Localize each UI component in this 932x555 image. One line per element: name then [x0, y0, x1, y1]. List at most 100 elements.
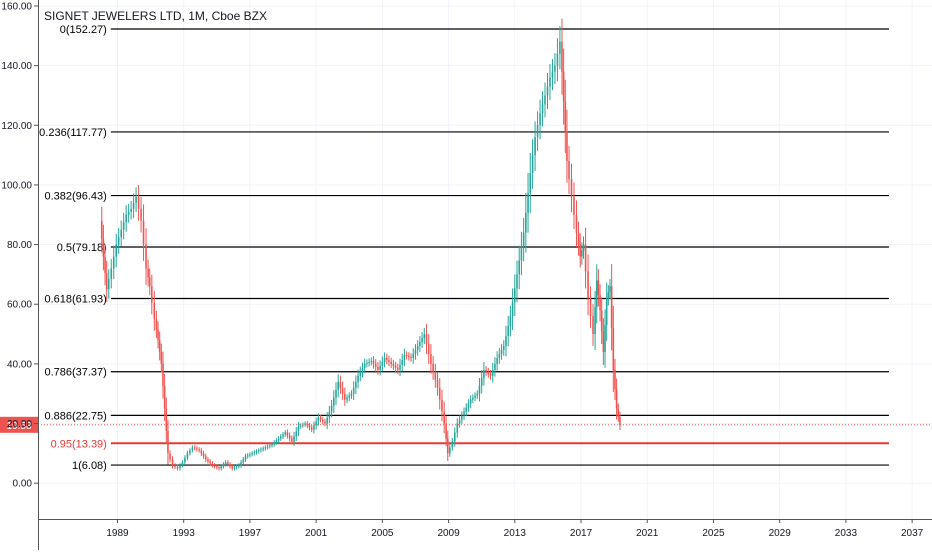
price-body — [383, 357, 386, 362]
price-body — [231, 466, 234, 469]
price-body — [251, 453, 253, 455]
price-body — [157, 329, 159, 341]
price-body — [332, 397, 335, 406]
price-body — [520, 246, 523, 261]
price-body — [465, 407, 468, 412]
price-body — [107, 278, 110, 290]
price-body — [352, 387, 355, 394]
price-body — [100, 220, 103, 239]
price-body — [434, 371, 437, 380]
price-body — [579, 244, 581, 257]
price-body — [609, 286, 611, 293]
price-body — [328, 411, 331, 418]
price-body — [350, 393, 353, 396]
price-body — [295, 431, 298, 437]
price-series — [100, 18, 621, 471]
price-body — [556, 53, 559, 66]
price-body — [315, 421, 317, 426]
price-body — [615, 389, 618, 409]
price-body — [280, 436, 282, 439]
price-body — [155, 319, 158, 330]
price-body — [153, 302, 156, 320]
price-body — [169, 453, 171, 460]
price-body — [308, 425, 311, 428]
price-body — [200, 450, 203, 454]
x-tick-label: 1989 — [106, 528, 129, 539]
price-body — [125, 214, 127, 223]
price-body — [570, 178, 573, 197]
price-body — [207, 459, 209, 462]
price-body — [366, 362, 368, 364]
price-body — [240, 462, 242, 466]
price-body — [449, 447, 451, 454]
price-body — [361, 367, 364, 372]
price-body — [500, 349, 503, 354]
price-body — [478, 385, 481, 394]
price-body — [209, 461, 211, 464]
price-body — [368, 361, 370, 363]
last-price-label: 19.58 — [6, 421, 31, 432]
price-body — [304, 423, 306, 425]
price-body — [117, 237, 120, 245]
price-body — [324, 421, 326, 424]
price-body — [313, 425, 315, 430]
price-body — [441, 399, 443, 412]
price-body — [233, 467, 236, 469]
price-body — [472, 397, 474, 400]
price-body — [487, 371, 490, 374]
fib-retracement[interactable]: 0(152.27) 0.236(117.77) 0.382(96.43) 0.5(79… — [39, 24, 889, 472]
price-body — [451, 441, 454, 448]
price-body — [140, 208, 142, 221]
price-body — [339, 381, 342, 388]
x-tick-label: 2033 — [835, 528, 858, 539]
y-tick-label: 0.00 — [13, 479, 33, 490]
price-body — [427, 344, 430, 354]
price-body — [204, 456, 207, 460]
last-price-badge — [0, 416, 38, 433]
fib-level-label: 0.618(61.93) — [44, 293, 106, 305]
price-body — [489, 373, 492, 376]
price-body — [148, 277, 151, 287]
price-body — [273, 442, 275, 445]
price-body — [525, 212, 527, 233]
price-body — [607, 292, 610, 299]
price-body — [271, 444, 273, 446]
price-body — [348, 395, 351, 398]
price-body — [257, 450, 260, 452]
price-body — [589, 298, 592, 317]
price-body — [421, 338, 423, 343]
y-tick-label: 40.00 — [7, 359, 32, 370]
fib-level-label: 0.382(96.43) — [44, 191, 106, 203]
price-body — [255, 451, 258, 453]
price-body — [213, 465, 216, 467]
price-body — [216, 466, 218, 468]
x-tick-label: 2009 — [437, 528, 460, 539]
price-body — [186, 453, 189, 458]
price-body — [491, 369, 494, 376]
price-body — [505, 336, 507, 346]
price-body — [346, 397, 348, 400]
price-body — [224, 462, 227, 465]
price-body — [474, 395, 476, 398]
x-tick-label: 1993 — [173, 528, 196, 539]
price-body — [222, 464, 225, 467]
fib-level-label: 0.786(37.37) — [44, 367, 106, 379]
price-body — [573, 196, 575, 215]
price-body — [306, 423, 309, 426]
price-body — [446, 438, 449, 454]
price-body — [445, 423, 447, 439]
price-body — [509, 316, 512, 327]
price-body — [220, 466, 223, 469]
x-tick-label: 2037 — [901, 528, 924, 539]
price-body — [554, 65, 556, 72]
price-body — [377, 366, 379, 370]
price-body — [419, 342, 421, 346]
price-body — [412, 353, 415, 358]
y-tick-label: 100.00 — [1, 180, 32, 191]
price-body — [105, 272, 108, 290]
price-body — [438, 387, 441, 400]
